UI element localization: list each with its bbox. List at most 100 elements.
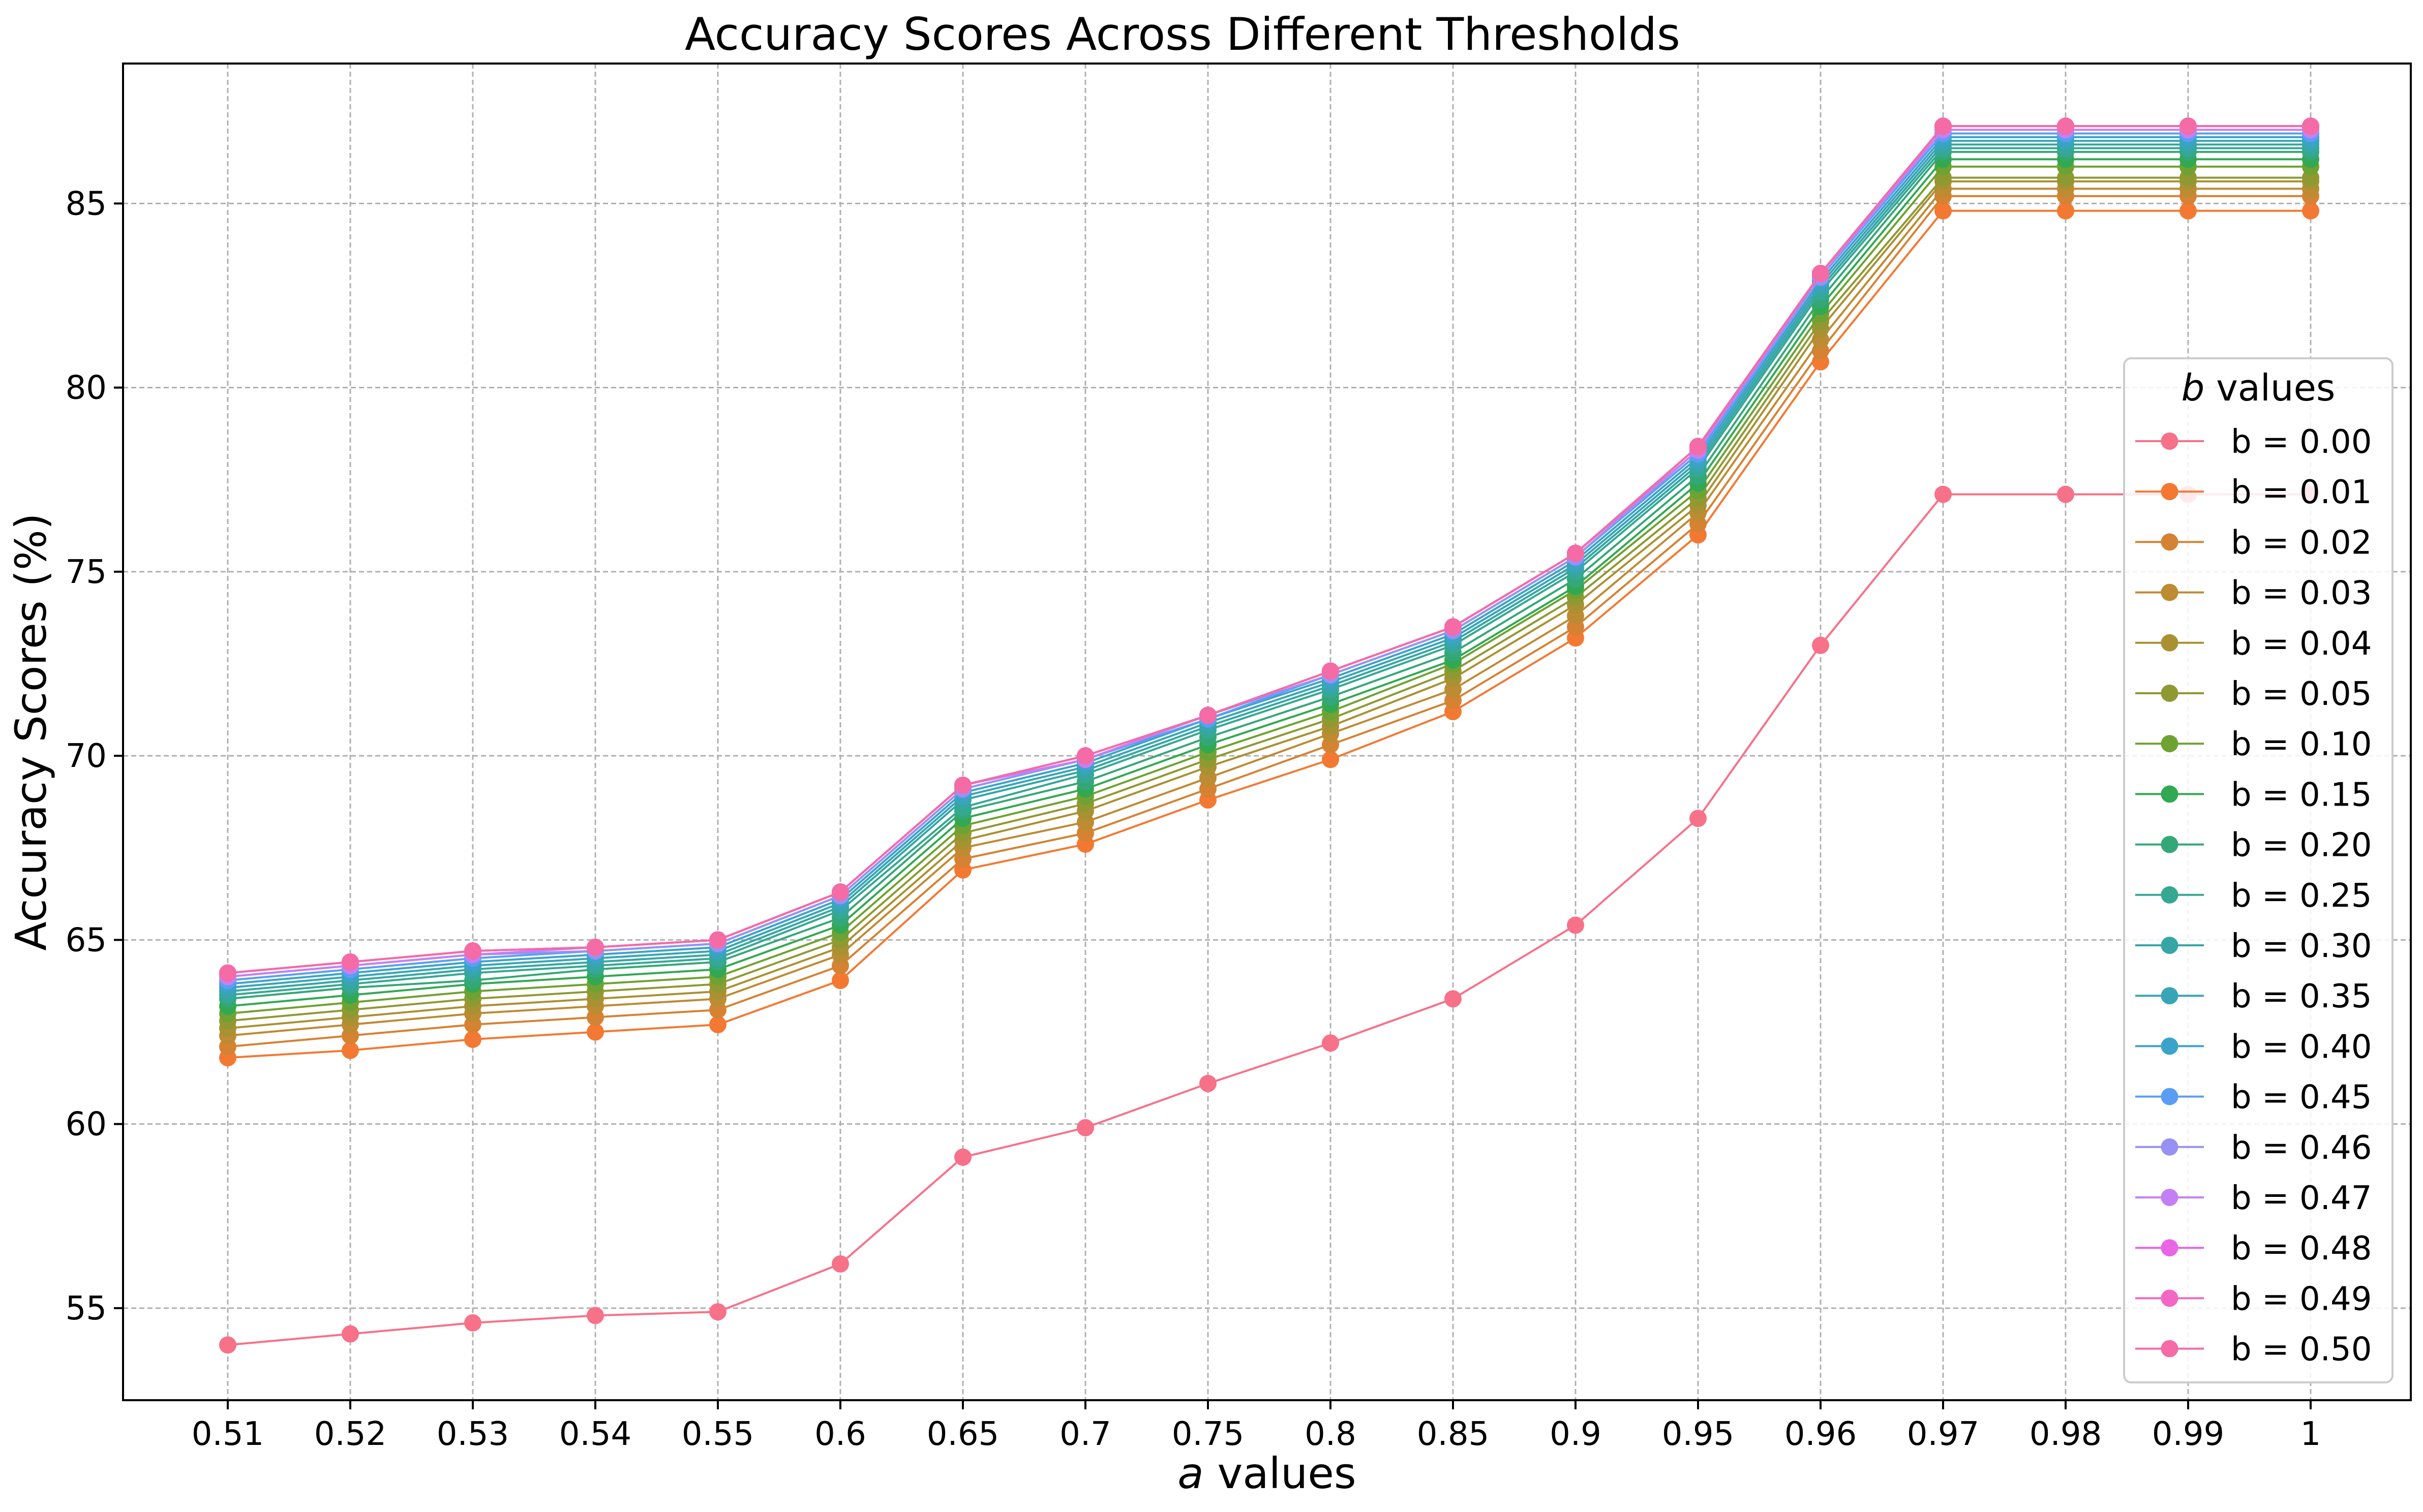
data-point (954, 1148, 972, 1166)
legend-item: b = 0.03 (2135, 575, 2372, 612)
data-point (587, 938, 604, 956)
x-tick-label: 0.65 (927, 1415, 1000, 1453)
x-axis-label-symbol: a (1177, 1448, 1203, 1498)
x-tick-label: 0.9 (1550, 1415, 1601, 1453)
series-line (227, 165, 2311, 1015)
x-tick-label: 0.53 (437, 1415, 509, 1453)
legend-item: b = 0.15 (2135, 776, 2372, 814)
legend-item: b = 0.35 (2135, 978, 2372, 1015)
data-point (2302, 117, 2319, 135)
chart-title: Accuracy Scores Across Different Thresho… (685, 8, 1680, 60)
series-line (227, 125, 2311, 974)
data-point (1934, 117, 1952, 135)
y-tick-label: 70 (66, 737, 107, 775)
series (219, 117, 2319, 982)
legend-marker (2161, 1239, 2178, 1257)
legend-marker (2161, 1088, 2178, 1105)
legend-marker (2161, 583, 2178, 601)
data-point (954, 777, 972, 794)
legend-label: b = 0.02 (2231, 524, 2372, 562)
data-point (342, 1325, 359, 1343)
legend-marker (2161, 987, 2178, 1005)
series (219, 128, 2319, 993)
y-axis-label: Accuracy Scores (%) (6, 513, 56, 950)
series (219, 136, 2319, 1000)
data-point (464, 942, 481, 960)
data-point (1077, 747, 1094, 765)
data-point (219, 1336, 236, 1354)
series-line (227, 176, 2311, 1022)
series (219, 121, 2319, 985)
series-line (227, 188, 2311, 1037)
series-line (227, 136, 2311, 985)
legend-label: b = 0.10 (2231, 726, 2372, 763)
data-point (464, 1314, 481, 1332)
data-point (2179, 202, 2197, 220)
data-point (342, 953, 359, 971)
series (219, 158, 2319, 1023)
data-point (832, 1255, 849, 1273)
series (219, 202, 2319, 1067)
data-point (1689, 810, 1707, 827)
data-point (587, 1023, 604, 1041)
data-point (1934, 202, 1952, 220)
series-line (227, 125, 2311, 974)
y-tick-label: 55 (66, 1290, 107, 1328)
legend-item: b = 0.02 (2135, 524, 2372, 562)
y-tick-label: 80 (66, 369, 107, 407)
series-line (227, 158, 2311, 1007)
x-tick-label: 0.6 (814, 1415, 866, 1453)
data-point (2302, 202, 2319, 220)
legend-marker (2161, 483, 2178, 501)
x-tick-label: 0.55 (682, 1415, 754, 1453)
x-tick-label: 0.51 (192, 1415, 264, 1453)
legend-item: b = 0.10 (2135, 726, 2372, 763)
x-tick-label: 0.52 (314, 1415, 387, 1453)
legend-item: b = 0.04 (2135, 625, 2372, 663)
y-axis: 55 60 65 70 75 80 85 (66, 185, 123, 1328)
data-point (1689, 438, 1707, 455)
legend-label: b = 0.35 (2231, 978, 2372, 1015)
series (219, 121, 2319, 985)
data-point (1322, 662, 1339, 680)
legend-marker (2161, 1340, 2178, 1357)
legend-marker (2161, 433, 2178, 450)
x-tick-label: 0.95 (1662, 1415, 1735, 1453)
series-line (227, 140, 2311, 989)
series-line (227, 125, 2311, 974)
legend-item: b = 0.30 (2135, 928, 2372, 965)
series (219, 143, 2319, 1008)
legend-item: b = 0.50 (2135, 1331, 2372, 1369)
legend-box (2123, 357, 2394, 1383)
legend-label: b = 0.48 (2231, 1230, 2372, 1268)
legend-marker (2161, 1189, 2178, 1206)
legend-label: b = 0.30 (2231, 928, 2372, 965)
legend-marker (2161, 1289, 2178, 1307)
legend-marker (2161, 685, 2178, 702)
legend-marker (2161, 836, 2178, 853)
legend-label: b = 0.25 (2231, 877, 2372, 915)
legend-title-symbol: b (2182, 366, 2205, 409)
series-line (227, 195, 2311, 1048)
data-point (2057, 485, 2074, 503)
legend-label: b = 0.47 (2231, 1180, 2372, 1217)
legend-item: b = 0.49 (2135, 1280, 2372, 1318)
legend-item: b = 0.47 (2135, 1180, 2372, 1217)
legend-label: b = 0.49 (2231, 1280, 2372, 1318)
legend-title-text: values (2204, 366, 2335, 409)
x-tick-label: 1 (2300, 1415, 2321, 1453)
series (219, 187, 2319, 1056)
data-point (1322, 1034, 1339, 1052)
y-tick-label: 85 (66, 185, 107, 223)
legend-item: b = 0.00 (2135, 423, 2372, 461)
y-tick-label: 75 (66, 553, 107, 591)
data-point (709, 931, 726, 949)
legend-item: b = 0.40 (2135, 1028, 2372, 1066)
x-axis-label: a values (1177, 1448, 1356, 1498)
legend-items: b = 0.00 b = 0.01 b = 0.02 b = 0.03 b = 0.04… (2135, 423, 2372, 1369)
data-point (2057, 117, 2074, 135)
legend-marker (2161, 1037, 2178, 1055)
legend-item: b = 0.25 (2135, 877, 2372, 915)
data-point (1199, 1074, 1217, 1092)
series (219, 125, 2319, 990)
